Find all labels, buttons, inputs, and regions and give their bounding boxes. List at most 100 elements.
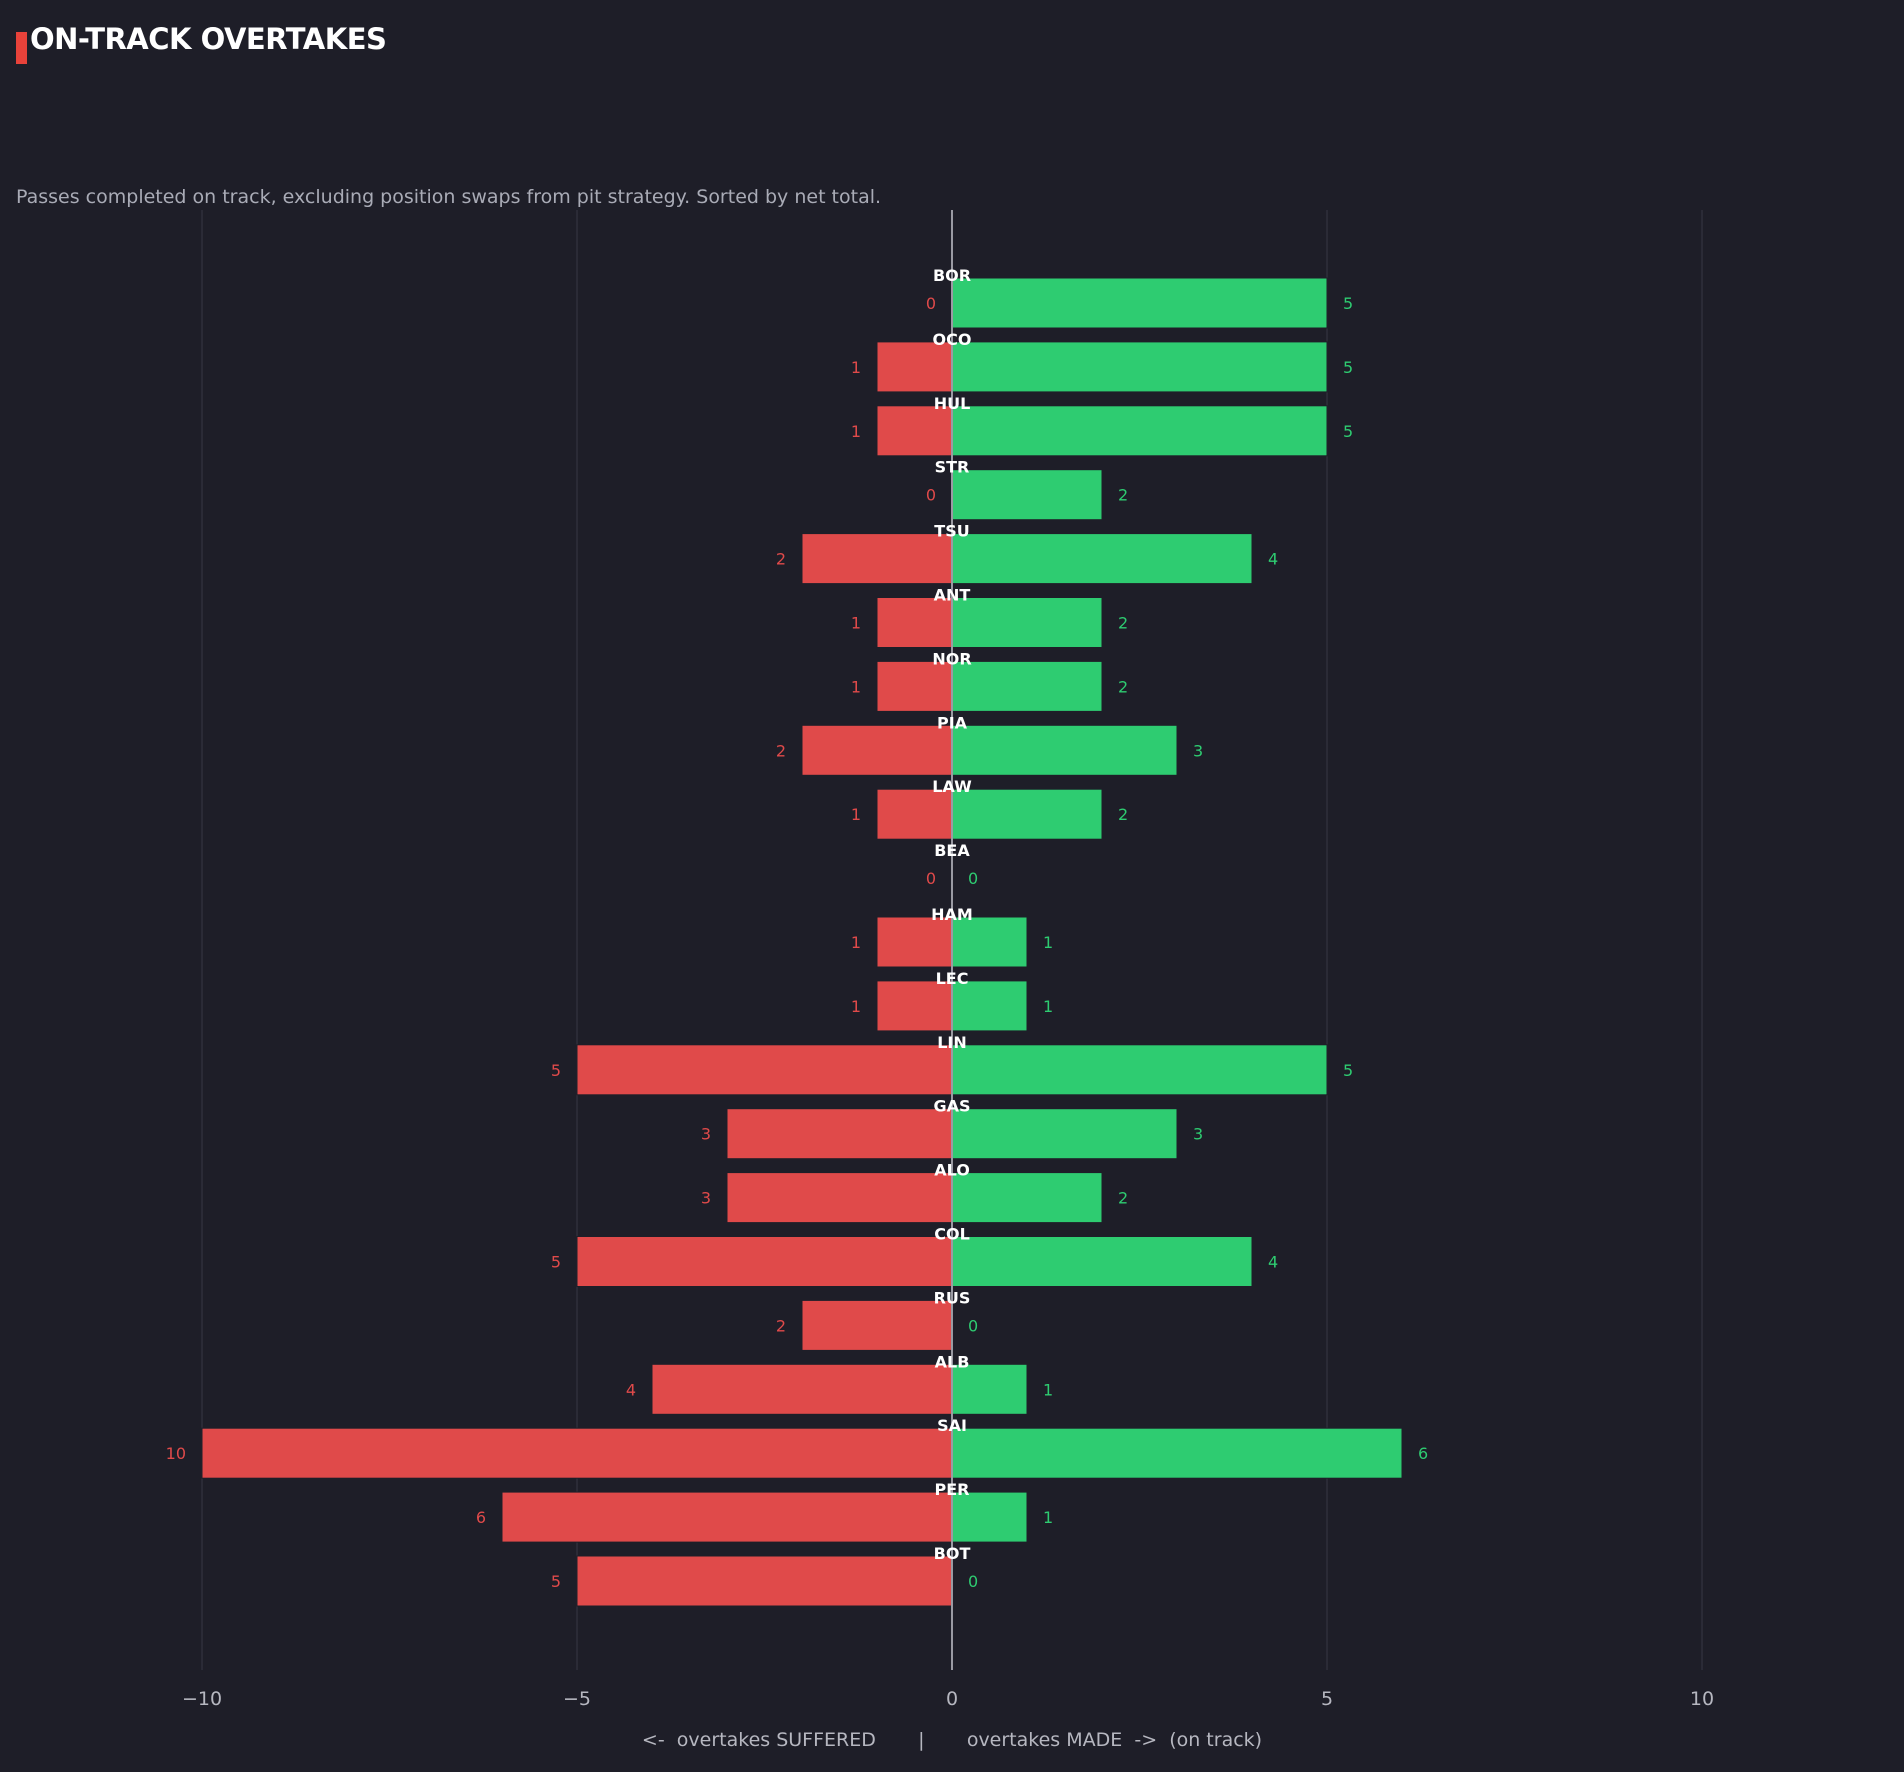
bar-made: [951, 597, 1103, 648]
driver-label: STR: [935, 458, 970, 477]
value-label-made: 6: [1418, 1444, 1428, 1463]
driver-label: ALB: [935, 1352, 970, 1371]
value-label-suffered: 5: [551, 1572, 561, 1591]
value-label-suffered: 3: [701, 1189, 711, 1208]
value-label-made: 3: [1193, 741, 1203, 760]
driver-label: LEC: [936, 969, 969, 988]
bar-made: [951, 980, 1028, 1032]
bar-made: [951, 660, 1103, 712]
x-tick-label: 0: [946, 1688, 958, 1710]
bar-made: [951, 341, 1328, 393]
driver-label: COL: [934, 1225, 970, 1244]
bar-suffered: [876, 980, 953, 1032]
value-label-suffered: 4: [626, 1380, 636, 1399]
driver-label: LAW: [932, 777, 972, 796]
bar-suffered: [501, 1491, 953, 1543]
value-label-suffered: 5: [551, 1061, 561, 1080]
value-label-made: 4: [1268, 550, 1278, 569]
value-label-suffered: 1: [851, 677, 861, 696]
driver-label: OCO: [933, 330, 972, 349]
driver-label: NOR: [932, 649, 971, 668]
bar-suffered: [801, 533, 953, 585]
driver-label: BOR: [933, 266, 971, 285]
driver-label: RUS: [934, 1288, 971, 1307]
value-label-made: 1: [1043, 1508, 1053, 1527]
x-tick-label: 10: [1690, 1688, 1714, 1710]
bar-suffered: [651, 1363, 953, 1415]
chart-subtitle: Passes completed on track, excluding pos…: [16, 186, 882, 208]
bar-suffered: [876, 660, 953, 712]
value-label-made: 1: [1043, 933, 1053, 952]
value-label-made: 3: [1193, 1125, 1203, 1144]
value-label-made: 5: [1343, 294, 1353, 313]
value-label-made: 1: [1043, 997, 1053, 1016]
bar-suffered: [876, 405, 953, 457]
bar-made: [951, 788, 1103, 840]
bar-made: [951, 916, 1028, 968]
bar-made: [951, 277, 1328, 329]
value-label-made: 2: [1118, 486, 1128, 505]
value-label-suffered: 6: [476, 1508, 486, 1527]
bar-suffered: [801, 1299, 953, 1351]
driver-label: ALO: [934, 1161, 970, 1180]
bar-suffered: [576, 1236, 953, 1287]
value-label-made: 2: [1118, 614, 1128, 633]
driver-label: PER: [935, 1480, 970, 1499]
bar-made: [951, 533, 1253, 585]
driver-label: BEA: [934, 841, 970, 860]
bar-made: [951, 405, 1328, 457]
driver-label: LIN: [937, 1033, 967, 1052]
value-label-made: 0: [968, 1316, 978, 1335]
bar-made: [951, 1363, 1028, 1415]
value-label-made: 5: [1343, 358, 1353, 377]
value-label-made: 0: [968, 869, 978, 888]
bar-made: [951, 1427, 1403, 1479]
bar-suffered: [876, 597, 953, 648]
driver-label: HAM: [931, 905, 973, 924]
value-label-made: 2: [1118, 1189, 1128, 1208]
value-label-suffered: 3: [701, 1125, 711, 1144]
value-label-suffered: 5: [551, 1253, 561, 1272]
value-label-made: 5: [1343, 1061, 1353, 1080]
value-label-suffered: 1: [851, 614, 861, 633]
bar-suffered: [876, 916, 953, 968]
value-label-suffered: 2: [776, 1316, 786, 1335]
value-label-suffered: 1: [851, 422, 861, 441]
chart-title: ON-TRACK OVERTAKES: [30, 22, 387, 56]
value-label-made: 4: [1268, 1253, 1278, 1272]
bar-suffered: [876, 341, 953, 393]
value-label-suffered: 0: [926, 486, 936, 505]
x-axis-label: <- overtakes SUFFERED | overtakes MADE -…: [642, 1729, 1262, 1751]
bar-made: [951, 1108, 1178, 1160]
bar-made: [951, 469, 1103, 521]
value-label-suffered: 1: [851, 933, 861, 952]
bar-suffered: [576, 1044, 953, 1096]
value-label-made: 1: [1043, 1380, 1053, 1399]
x-tick-label: −10: [182, 1688, 222, 1710]
driver-label: GAS: [933, 1097, 970, 1116]
driver-label: PIA: [937, 713, 968, 732]
bar-layer: [201, 210, 1403, 1670]
value-label-suffered: 0: [926, 869, 936, 888]
label-layer: −10 −5 0 5 10BOR50OCO51HUL51STR20TSU42ANT21N…: [166, 266, 1714, 1710]
value-label-suffered: 2: [776, 741, 786, 760]
value-label-made: 0: [968, 1572, 978, 1591]
value-label-made: 2: [1118, 805, 1128, 824]
title-accent-bar: [16, 32, 27, 64]
bar-made: [951, 724, 1178, 776]
driver-label: SAI: [937, 1416, 967, 1435]
value-label-made: 5: [1343, 422, 1353, 441]
driver-label: ANT: [934, 586, 971, 605]
bar-suffered: [726, 1108, 953, 1160]
value-label-suffered: 1: [851, 805, 861, 824]
value-label-suffered: 2: [776, 550, 786, 569]
value-label-suffered: 1: [851, 358, 861, 377]
bar-suffered: [801, 724, 953, 776]
value-label-made: 2: [1118, 677, 1128, 696]
bar-made: [951, 1044, 1328, 1096]
bar-made: [951, 1236, 1253, 1287]
driver-label: TSU: [934, 522, 969, 541]
x-tick-label: −5: [563, 1688, 591, 1710]
bar-suffered: [876, 788, 953, 840]
